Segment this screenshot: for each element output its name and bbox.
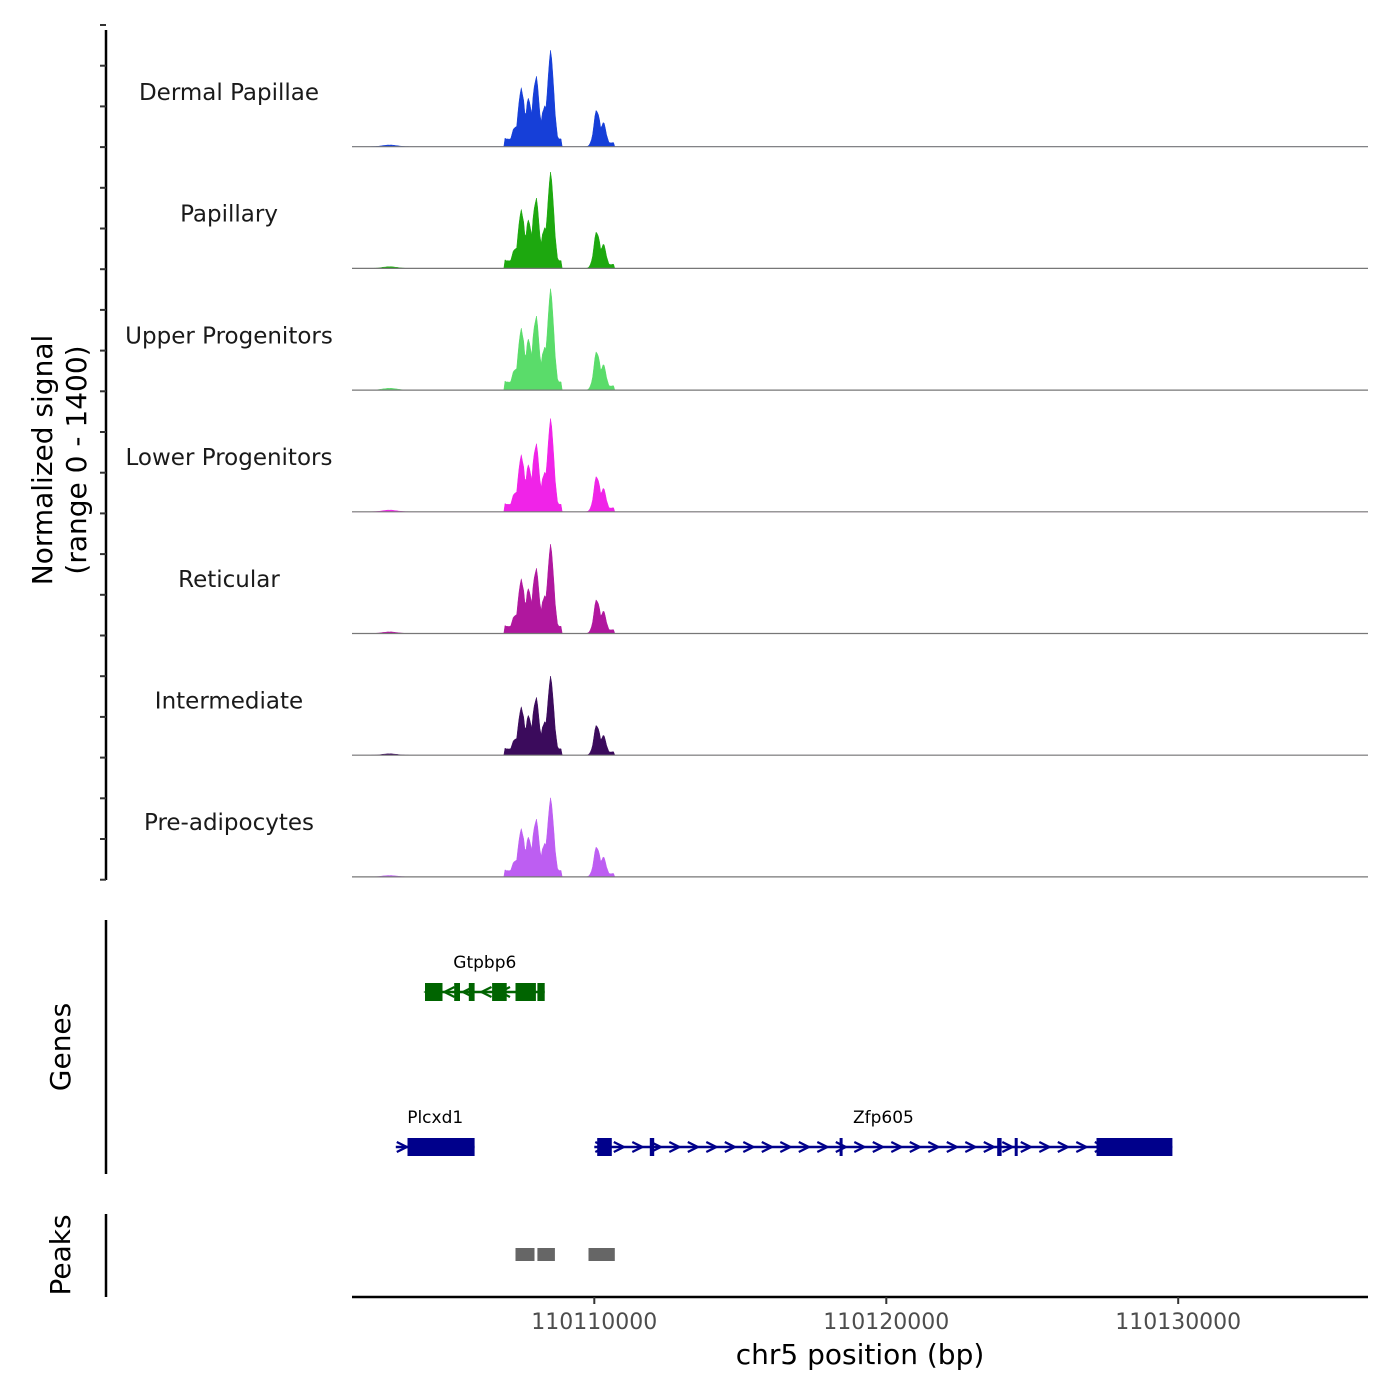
strand-chevron — [779, 1140, 793, 1154]
strand-chevron — [946, 1140, 960, 1154]
y-axis-title-line2: (range 0 - 1400) — [60, 345, 93, 574]
x-tick-label: 110110000 — [531, 1310, 657, 1335]
exon — [468, 983, 475, 1001]
strand-chevron — [631, 1140, 645, 1154]
gene-label: Gtpbp6 — [453, 953, 516, 973]
exon — [492, 983, 507, 1001]
strand-chevron — [724, 1140, 738, 1154]
strand-chevron — [1075, 1140, 1089, 1154]
exon — [454, 983, 460, 1001]
y-axis-title-line1: Normalized signal — [26, 335, 59, 586]
exon — [537, 983, 545, 1001]
exon — [839, 1138, 843, 1156]
strand-chevron — [687, 1140, 701, 1154]
x-tick-label: 110130000 — [1115, 1310, 1241, 1335]
strand-chevron — [909, 1140, 923, 1154]
peak-block — [537, 1248, 555, 1261]
exon — [649, 1138, 655, 1156]
exon — [515, 983, 536, 1001]
x-axis-title: chr5 position (bp) — [736, 1338, 985, 1371]
strand-chevron — [613, 1140, 627, 1154]
strand-chevron — [853, 1140, 867, 1154]
strand-chevron — [742, 1140, 756, 1154]
strand-chevron — [1020, 1140, 1034, 1154]
coverage-area — [352, 171, 1368, 269]
strand-chevron — [835, 1140, 849, 1154]
track-label: Reticular — [178, 567, 280, 593]
coverage-area — [352, 418, 1368, 513]
coverage-area — [352, 288, 1368, 391]
y-axis-title: Normalized signal (range 0 - 1400) — [26, 335, 93, 586]
strand-chevron — [1057, 1140, 1071, 1154]
track-dermal-papillae: Dermal Papillae — [139, 50, 1368, 148]
strand-chevron — [798, 1140, 812, 1154]
track-reticular: Reticular — [178, 544, 1368, 635]
exon — [597, 1138, 612, 1156]
track-label: Papillary — [180, 202, 278, 228]
strand-chevron — [872, 1140, 886, 1154]
track-pre-adipocytes: Pre-adipocytes — [144, 797, 1368, 878]
strand-chevron — [705, 1140, 719, 1154]
coverage-tracks: Dermal Papillae Papillary Upper Progenitor… — [100, 24, 1368, 881]
track-label: Lower Progenitors — [126, 445, 333, 471]
strand-chevron — [441, 985, 456, 999]
track-label: Pre-adipocytes — [144, 810, 314, 836]
strand-chevron — [1001, 1140, 1015, 1154]
coverage-area — [352, 544, 1368, 634]
peaks-panel: Peaks — [44, 1214, 615, 1297]
gene-zfp605: Zfp605 — [594, 1108, 1173, 1156]
strand-chevron — [983, 1140, 997, 1154]
strand-chevron — [668, 1140, 682, 1154]
peaks-panel-label: Peaks — [44, 1214, 77, 1295]
coverage-area — [352, 676, 1368, 756]
track-upper-progenitors: Upper Progenitors — [125, 288, 1368, 391]
track-lower-progenitors: Lower Progenitors — [126, 418, 1368, 513]
strand-chevron — [1038, 1140, 1052, 1154]
exon — [425, 983, 443, 1001]
coverage-area — [352, 50, 1368, 147]
strand-chevron — [761, 1140, 775, 1154]
exon — [997, 1138, 1002, 1156]
x-tick-label: 110120000 — [823, 1310, 949, 1335]
strand-chevron — [927, 1140, 941, 1154]
track-label: Upper Progenitors — [125, 323, 333, 349]
exon — [407, 1138, 475, 1156]
gene-label: Zfp605 — [853, 1108, 914, 1128]
x-axis: 110110000 110120000 110130000 — [352, 1295, 1368, 1335]
genes-panel-label: Genes — [44, 1003, 77, 1091]
strand-chevron — [816, 1140, 830, 1154]
genes-panel: Genes Gtpbp6 Plcxd1 Zfp605 — [44, 920, 1173, 1174]
peak-block — [515, 1248, 535, 1261]
strand-chevron — [964, 1140, 978, 1154]
peak-block — [588, 1248, 615, 1261]
gene-label: Plcxd1 — [407, 1108, 463, 1128]
strand-chevron — [890, 1140, 904, 1154]
track-label: Intermediate — [155, 689, 303, 715]
track-intermediate: Intermediate — [155, 676, 1368, 756]
track-label: Dermal Papillae — [139, 80, 319, 106]
exon — [1014, 1138, 1018, 1156]
gene-plcxd1: Plcxd1 — [395, 1108, 475, 1156]
gene-gtpbp6: Gtpbp6 — [423, 953, 545, 1001]
track-papillary: Papillary — [180, 171, 1368, 269]
exon — [1096, 1138, 1173, 1156]
coverage-area — [352, 797, 1368, 878]
strand-chevron — [478, 985, 493, 999]
strand-chevron — [396, 1140, 410, 1154]
